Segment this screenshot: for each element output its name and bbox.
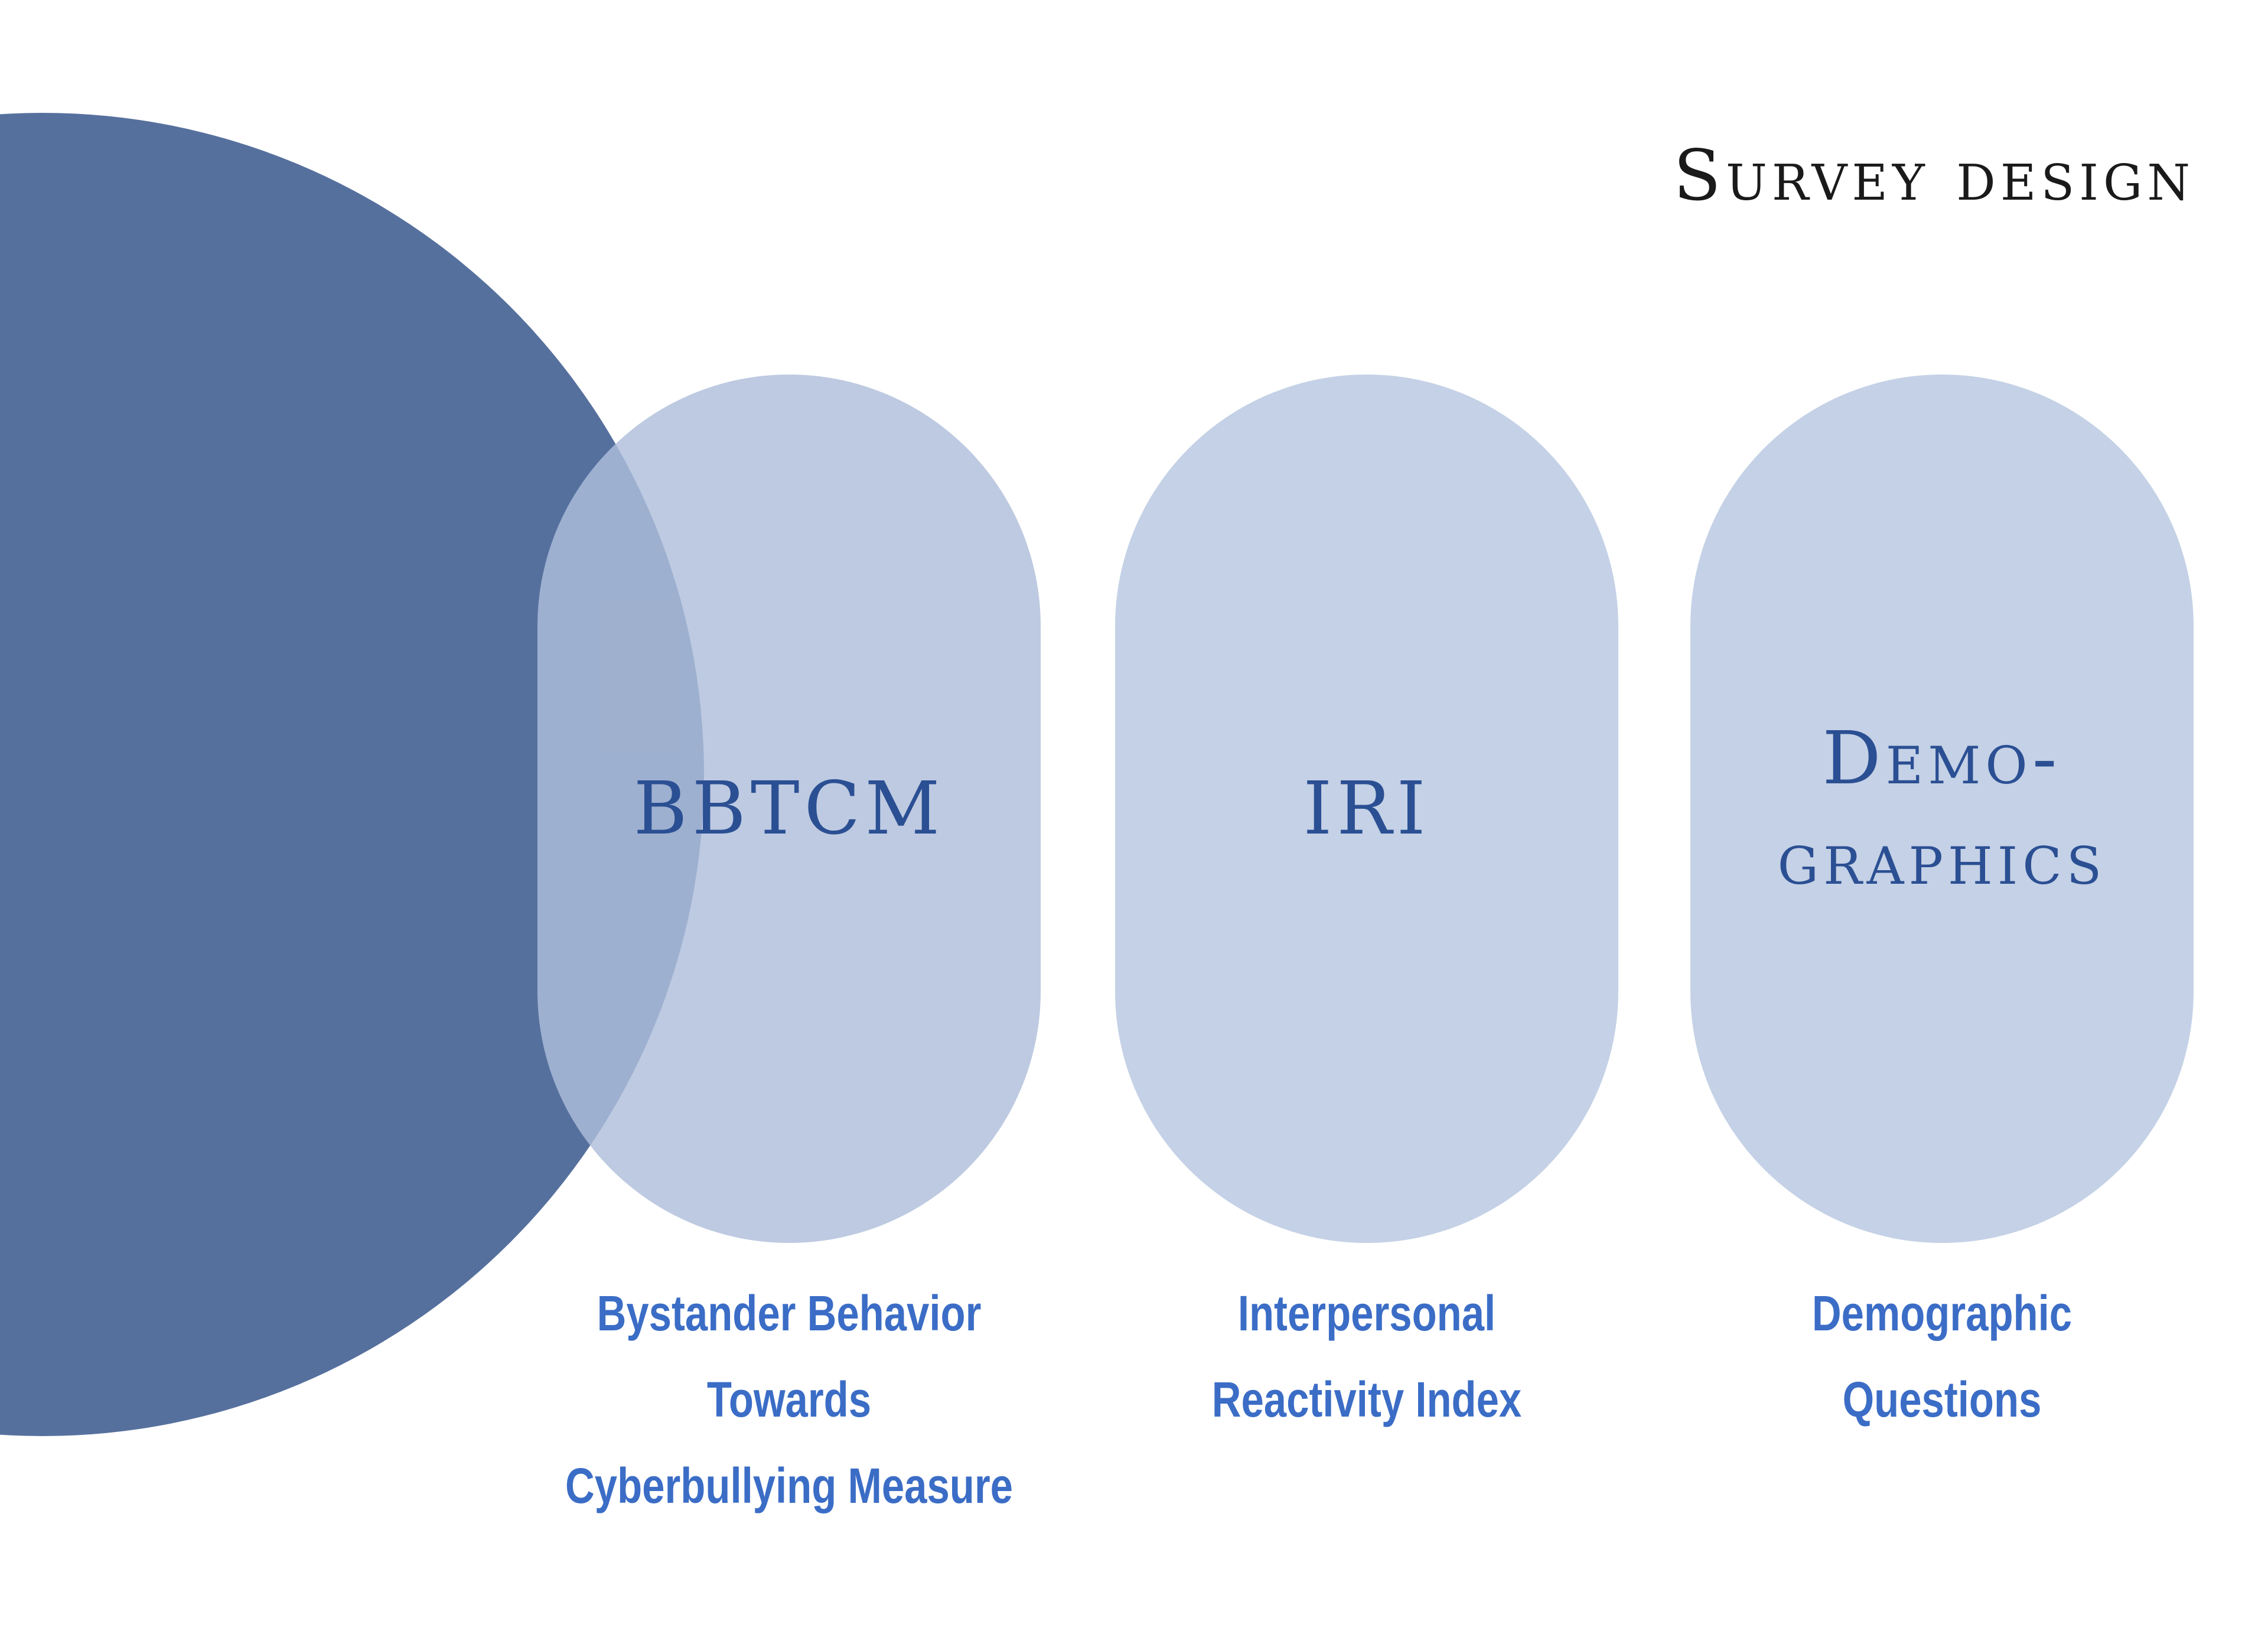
caption-iri-line2: Reactivity Index [1211, 1372, 1522, 1427]
caption-demographics-line2: Questions [1842, 1372, 2042, 1427]
pill-label-bbtcm: BBTCM [633, 766, 945, 851]
caption-iri: Interpersonal Reactivity Index [1125, 1270, 1609, 1443]
caption-bbtcm-line1: Bystander Behavior Towards [597, 1285, 982, 1427]
pill-iri: IRI [1115, 375, 1618, 1243]
pill-label-demographics: Demo- graphics [1777, 716, 2107, 901]
caption-bbtcm: Bystander Behavior Towards Cyberbullying… [547, 1270, 1031, 1529]
caption-demographics-line1: Demographic [1811, 1285, 2073, 1341]
pill-bbtcm: BBTCM [537, 375, 1041, 1243]
caption-iri-line1: Interpersonal [1237, 1285, 1496, 1341]
caption-demographics: Demographic Questions [1700, 1270, 2184, 1443]
pill-demographics: Demo- graphics [1690, 375, 2194, 1243]
slide-title: Survey design [1673, 135, 2195, 216]
caption-bbtcm-line2: Cyberbullying Measure [565, 1458, 1013, 1513]
pill-label-iri: IRI [1303, 766, 1430, 851]
